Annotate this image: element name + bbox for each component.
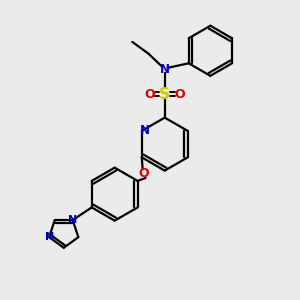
Text: N: N (45, 232, 54, 242)
Text: N: N (68, 215, 77, 225)
Text: S: S (159, 87, 170, 102)
Text: N: N (160, 63, 170, 76)
Text: N: N (140, 124, 150, 137)
Text: O: O (144, 88, 155, 100)
Text: O: O (175, 88, 185, 100)
Text: O: O (139, 167, 149, 180)
